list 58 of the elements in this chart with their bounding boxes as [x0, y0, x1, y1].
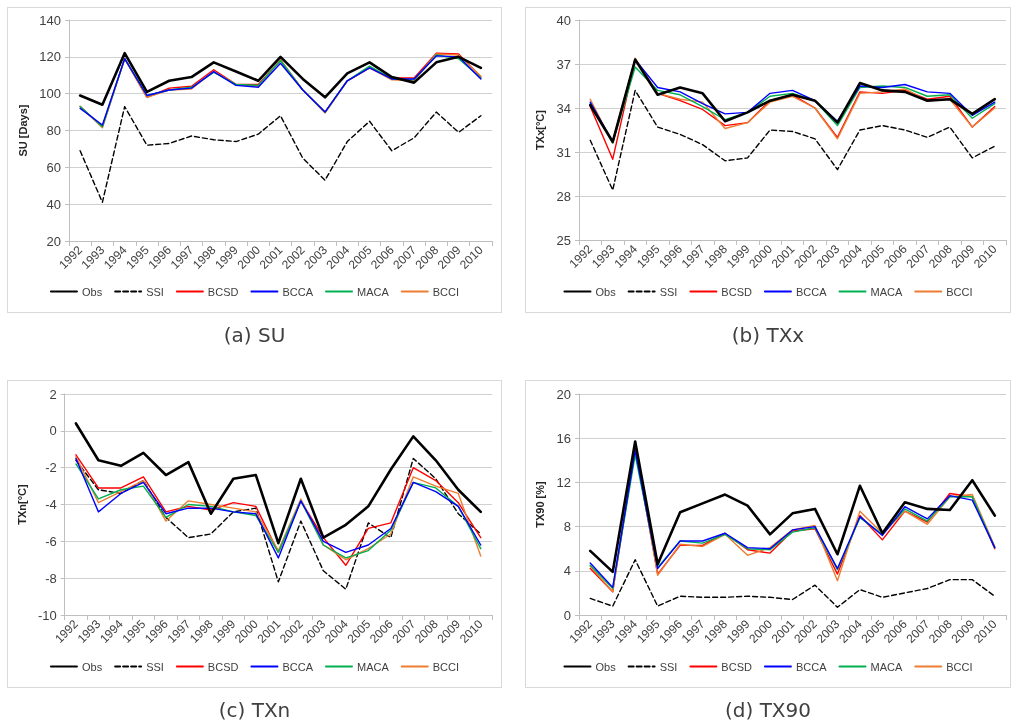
y-tick-label: 40	[556, 12, 571, 28]
y-axis-title: SU [Days]	[16, 104, 29, 157]
legend-label: Obs	[81, 285, 103, 298]
y-tick-label: 12	[556, 474, 571, 490]
legend-label: BCCI	[432, 660, 460, 673]
y-tick-label: 100	[39, 86, 61, 102]
text: (b) TXx	[731, 323, 805, 347]
y-tick-label: 20	[46, 233, 61, 249]
y-tick-label: 20	[556, 386, 571, 402]
legend-label: BCCA	[795, 285, 828, 298]
legend-label: BCCA	[795, 660, 828, 673]
y-tick-label: 60	[46, 159, 61, 175]
y-tick-label: 16	[556, 430, 571, 446]
y-axis-title: TXn[°C]	[15, 483, 28, 525]
y-tick-label: 28	[556, 188, 571, 204]
y-axis-title: TXx[°C]	[534, 109, 547, 150]
y-tick-label: 120	[39, 49, 61, 65]
legend-label: Obs	[595, 285, 617, 298]
legend-label: BCCA	[282, 660, 314, 673]
legend-label: MACA	[356, 660, 390, 673]
y-tick-label: 4	[563, 563, 571, 579]
y-tick-label: 25	[556, 232, 571, 248]
legend-label: MACA	[870, 285, 903, 298]
y-tick-label: 40	[46, 196, 61, 212]
y-tick-label: -10	[37, 607, 57, 623]
y-tick-label: -6	[45, 533, 57, 549]
legend-label: BCSD	[207, 660, 239, 673]
y-tick-label: -8	[45, 570, 57, 586]
text: (a) SU	[223, 323, 286, 347]
legend-label: BCCI	[946, 660, 973, 673]
legend-label: BCSD	[721, 285, 752, 298]
legend-label: BCCI	[432, 285, 460, 298]
legend-label: BCCI	[946, 285, 973, 298]
legend-label: BCSD	[721, 660, 752, 673]
text: (c) TXn	[218, 698, 291, 722]
legend-label: BCCA	[282, 285, 314, 298]
y-tick-label: 34	[556, 100, 571, 116]
legend-label: MACA	[356, 285, 390, 298]
legend-label: BCSD	[207, 285, 239, 298]
legend-label: MACA	[870, 660, 903, 673]
legend-label: SSI	[659, 660, 678, 673]
y-tick-label: 31	[556, 144, 571, 160]
y-tick-label: 0	[49, 423, 57, 439]
y-tick-label: 2	[49, 386, 57, 402]
legend-label: SSI	[659, 285, 678, 298]
text: (d) TX90	[724, 698, 812, 722]
legend-label: SSI	[146, 285, 164, 298]
y-tick-label: 8	[563, 519, 571, 535]
y-tick-label: 0	[563, 607, 571, 623]
y-tick-label: 37	[556, 56, 571, 72]
y-tick-label: -4	[45, 497, 57, 512]
y-tick-label: 80	[46, 123, 61, 138]
y-tick-label: -2	[45, 460, 57, 476]
y-axis-title: TX90 [%]	[534, 480, 547, 528]
y-tick-label: 140	[39, 12, 61, 28]
legend-label: SSI	[146, 660, 164, 673]
legend-label: Obs	[595, 660, 617, 673]
legend-label: Obs	[81, 660, 103, 673]
